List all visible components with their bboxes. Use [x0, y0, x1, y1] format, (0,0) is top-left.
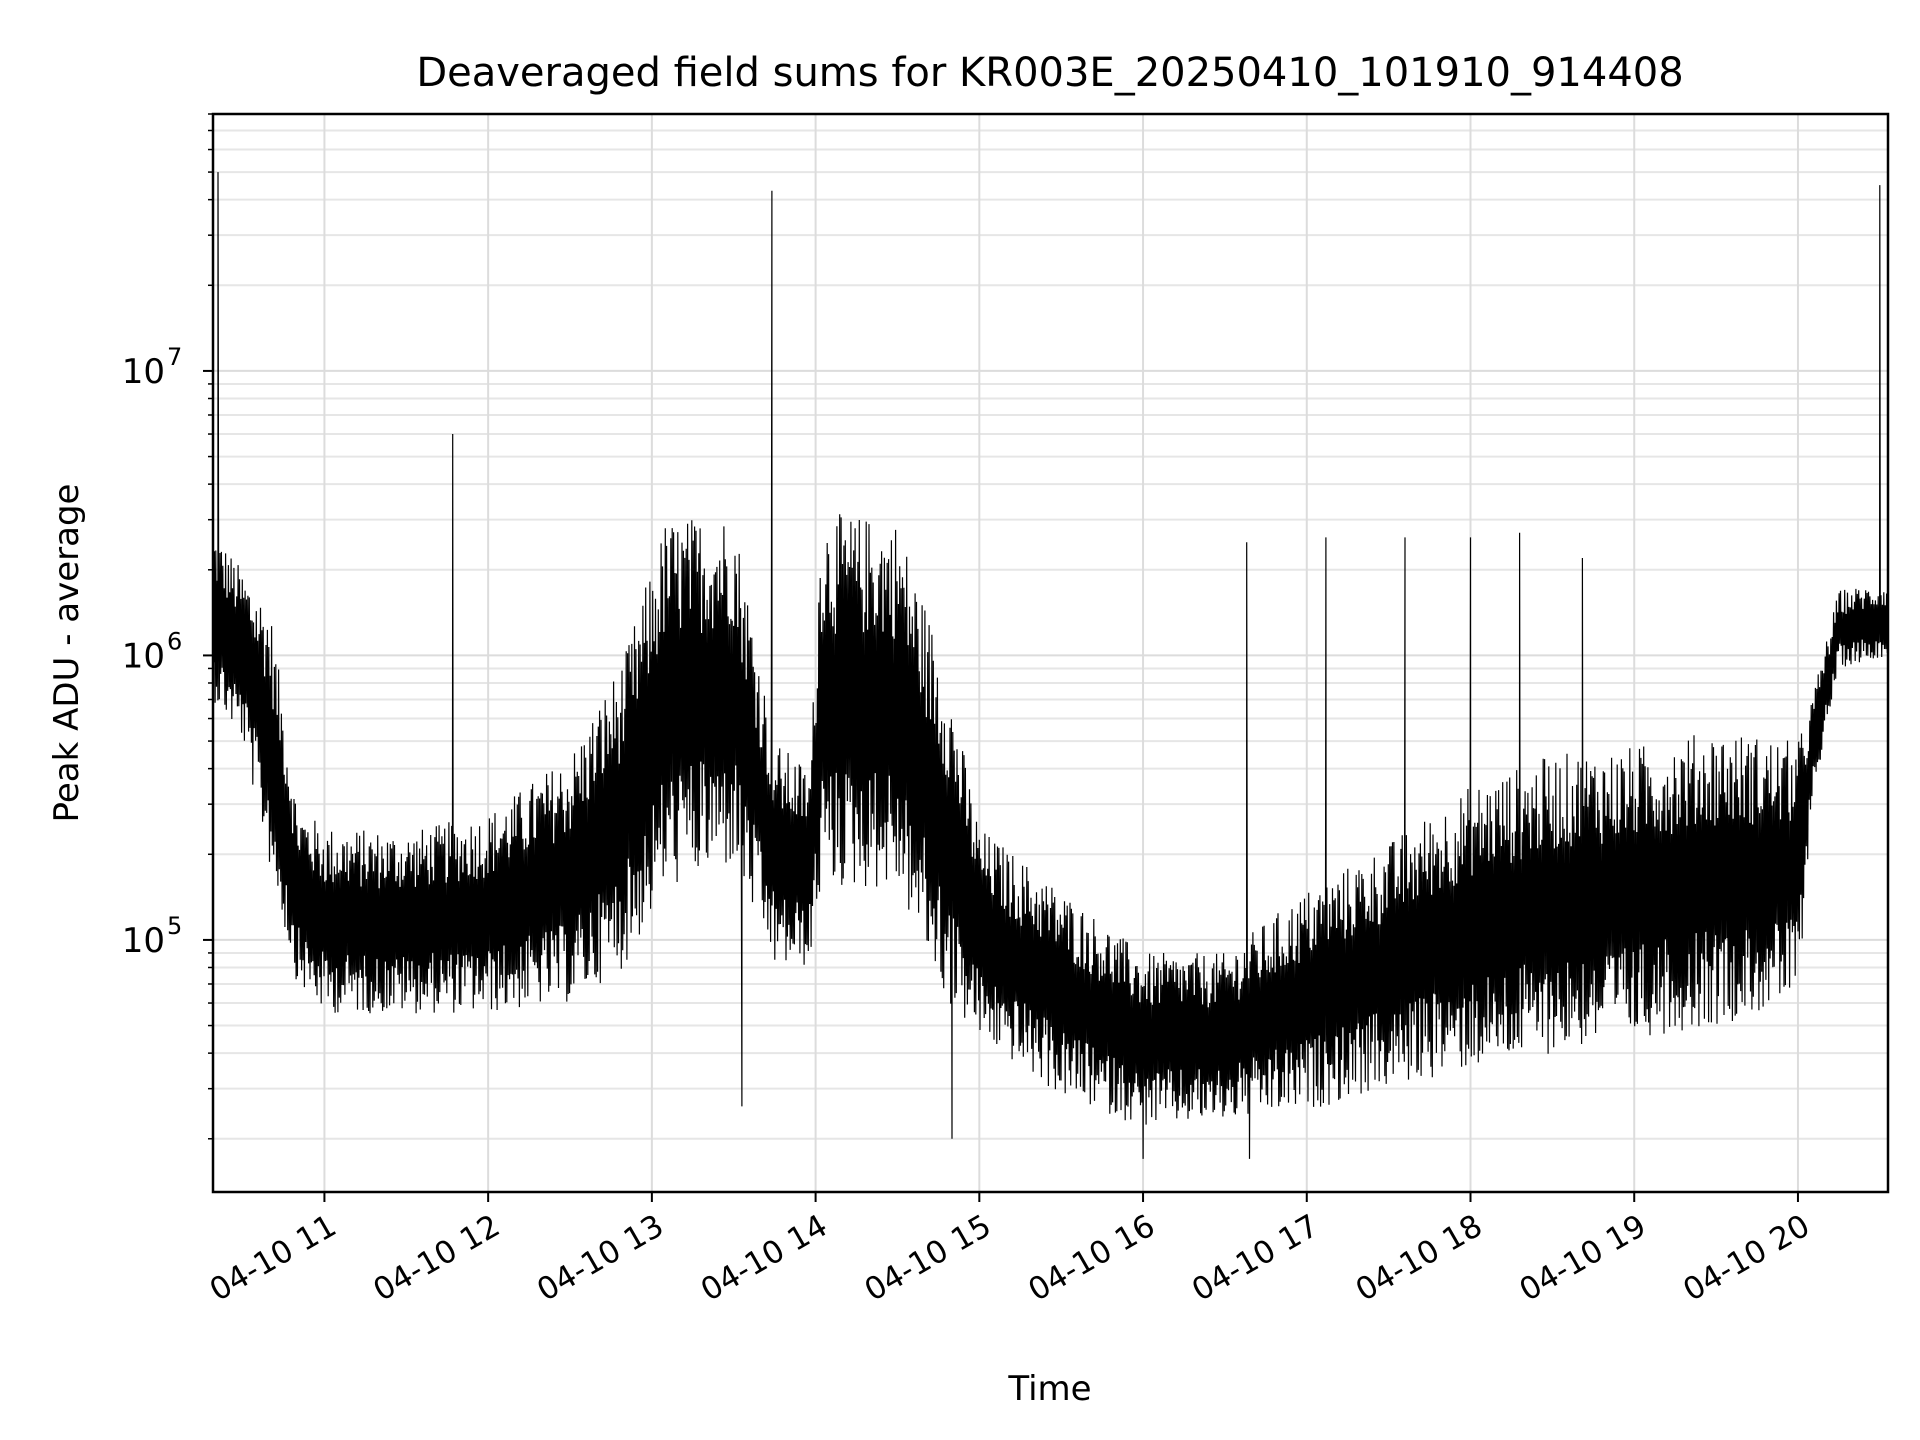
y-axis-label: Peak ADU - average: [47, 484, 87, 823]
data-series: [212, 172, 1889, 1159]
series-line: [212, 172, 1889, 1159]
y-tick-label: 10: [122, 636, 165, 676]
x-axis-label: Time: [1007, 1369, 1091, 1409]
y-tick-exponent: 6: [167, 627, 182, 655]
y-tick-label: 10: [122, 921, 165, 961]
y-tick-exponent: 5: [167, 912, 182, 940]
plot-frame: [211, 112, 1890, 1194]
chart-title: Deaveraged field sums for KR003E_2025041…: [416, 50, 1683, 96]
y-tick-label: 10: [122, 352, 165, 392]
y-tick-exponent: 7: [167, 343, 182, 371]
